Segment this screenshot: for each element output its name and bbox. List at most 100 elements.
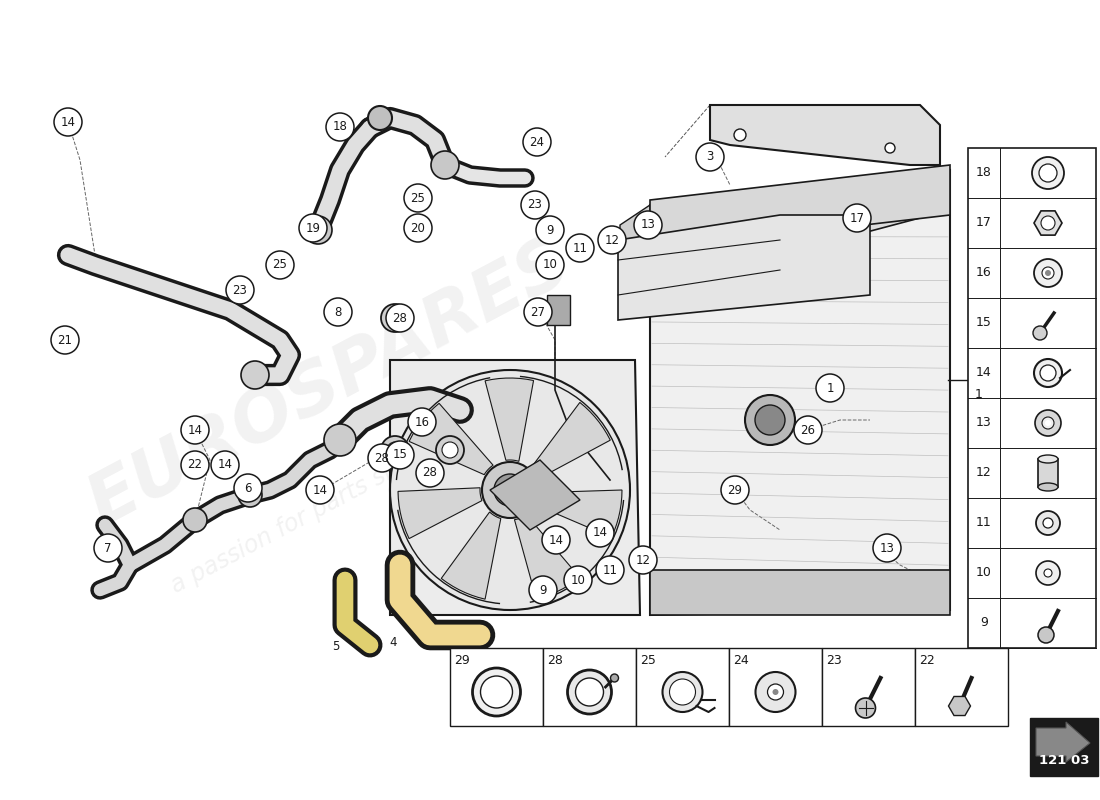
Circle shape xyxy=(696,143,724,171)
Text: since 1985: since 1985 xyxy=(639,318,945,514)
Polygon shape xyxy=(490,460,580,530)
Text: 9: 9 xyxy=(547,223,553,237)
Polygon shape xyxy=(398,488,482,538)
Circle shape xyxy=(381,436,409,464)
Circle shape xyxy=(1042,267,1054,279)
Text: 9: 9 xyxy=(980,617,988,630)
Circle shape xyxy=(1040,164,1057,182)
Text: 15: 15 xyxy=(393,449,407,462)
Circle shape xyxy=(306,476,334,504)
Text: 10: 10 xyxy=(571,574,585,586)
Circle shape xyxy=(886,143,895,153)
Polygon shape xyxy=(1036,722,1090,762)
Circle shape xyxy=(436,436,464,464)
Polygon shape xyxy=(543,648,636,726)
Text: 28: 28 xyxy=(393,311,407,325)
Circle shape xyxy=(386,304,414,332)
Circle shape xyxy=(390,370,630,610)
Circle shape xyxy=(326,113,354,141)
Circle shape xyxy=(182,416,209,444)
Polygon shape xyxy=(450,648,543,726)
Circle shape xyxy=(1035,410,1062,436)
Circle shape xyxy=(521,191,549,219)
Circle shape xyxy=(481,676,513,708)
Text: 25: 25 xyxy=(640,654,656,667)
Circle shape xyxy=(266,251,294,279)
Text: 23: 23 xyxy=(826,654,842,667)
Polygon shape xyxy=(530,402,610,479)
Text: 10: 10 xyxy=(976,566,992,579)
Circle shape xyxy=(816,374,844,402)
Text: 10: 10 xyxy=(542,258,558,271)
Circle shape xyxy=(51,326,79,354)
Text: 11: 11 xyxy=(603,563,617,577)
Text: 17: 17 xyxy=(976,217,992,230)
Text: 19: 19 xyxy=(306,222,320,234)
Text: 14: 14 xyxy=(593,526,607,539)
Circle shape xyxy=(566,234,594,262)
Polygon shape xyxy=(729,648,822,726)
Polygon shape xyxy=(618,215,870,320)
Circle shape xyxy=(586,519,614,547)
Polygon shape xyxy=(409,403,493,474)
Text: 6: 6 xyxy=(244,482,252,494)
Polygon shape xyxy=(1034,211,1062,235)
Circle shape xyxy=(1045,420,1050,426)
Text: 16: 16 xyxy=(415,415,429,429)
Text: 1: 1 xyxy=(826,382,834,394)
Circle shape xyxy=(416,459,444,487)
Polygon shape xyxy=(915,648,1008,726)
Circle shape xyxy=(1045,270,1050,276)
Circle shape xyxy=(745,395,795,445)
Circle shape xyxy=(873,534,901,562)
Polygon shape xyxy=(441,512,500,599)
Circle shape xyxy=(1038,627,1054,643)
Polygon shape xyxy=(515,515,580,599)
Circle shape xyxy=(182,451,209,479)
Circle shape xyxy=(568,670,612,714)
Circle shape xyxy=(324,298,352,326)
Polygon shape xyxy=(710,105,940,165)
Circle shape xyxy=(1041,216,1055,230)
Polygon shape xyxy=(547,295,570,325)
Text: 12: 12 xyxy=(976,466,992,479)
Circle shape xyxy=(431,151,459,179)
Text: 18: 18 xyxy=(332,121,348,134)
Text: 29: 29 xyxy=(454,654,470,667)
Circle shape xyxy=(368,444,396,472)
Text: 14: 14 xyxy=(312,483,328,497)
Polygon shape xyxy=(822,648,915,726)
Circle shape xyxy=(629,546,657,574)
Text: 25: 25 xyxy=(410,191,426,205)
Text: 13: 13 xyxy=(640,218,656,231)
Polygon shape xyxy=(650,570,950,615)
Circle shape xyxy=(324,424,356,456)
Circle shape xyxy=(670,679,695,705)
Text: 24: 24 xyxy=(733,654,749,667)
Circle shape xyxy=(1033,326,1047,340)
Circle shape xyxy=(1032,157,1064,189)
Polygon shape xyxy=(390,360,640,615)
Circle shape xyxy=(1042,417,1054,429)
Text: 14: 14 xyxy=(187,423,202,437)
Text: 13: 13 xyxy=(880,542,894,554)
Circle shape xyxy=(54,108,82,136)
Circle shape xyxy=(183,508,207,532)
Text: 121 03: 121 03 xyxy=(1038,754,1089,767)
Circle shape xyxy=(564,566,592,594)
Circle shape xyxy=(794,416,822,444)
Circle shape xyxy=(386,441,414,469)
Text: 11: 11 xyxy=(976,517,992,530)
Text: 14: 14 xyxy=(60,115,76,129)
Circle shape xyxy=(368,106,392,130)
Circle shape xyxy=(598,226,626,254)
Text: 20: 20 xyxy=(410,222,426,234)
Circle shape xyxy=(610,674,618,682)
Polygon shape xyxy=(636,648,729,726)
Circle shape xyxy=(1034,359,1062,387)
Circle shape xyxy=(772,689,779,695)
Text: 8: 8 xyxy=(334,306,342,318)
Circle shape xyxy=(529,576,557,604)
Polygon shape xyxy=(968,148,1096,648)
Text: 4: 4 xyxy=(389,635,397,649)
